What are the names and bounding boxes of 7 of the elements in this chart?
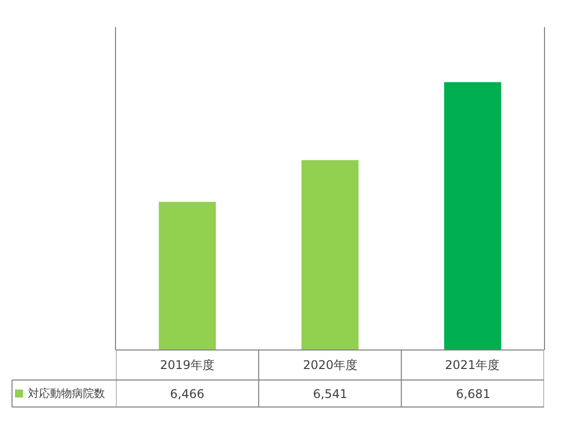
data-label: 6,541 xyxy=(313,387,348,401)
legend-label: 対応動物病院数 xyxy=(28,387,105,400)
data-label: 6,466 xyxy=(170,387,204,401)
x-tick-label: 2021年度 xyxy=(445,358,500,372)
x-tick-label: 2020年度 xyxy=(303,358,358,372)
x-tick-label: 2019年度 xyxy=(160,358,215,372)
data-label: 6,681 xyxy=(456,387,490,401)
